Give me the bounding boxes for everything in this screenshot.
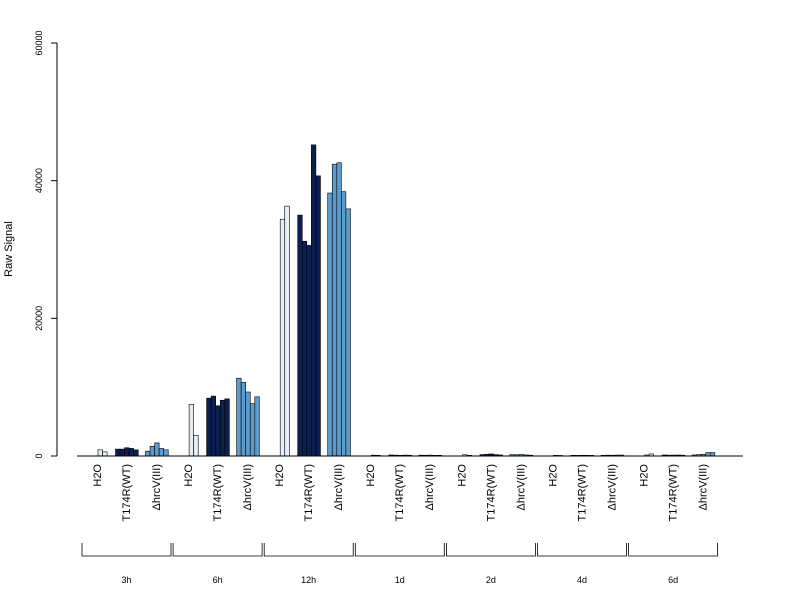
bar [331,163,338,457]
bar [149,446,155,457]
condition-label: T174R(WT) [668,464,680,521]
bar [245,391,251,457]
condition-label: H2O [92,464,104,487]
time-label: 1d [395,575,405,585]
condition-label: ΔhrcV(III) [606,464,618,510]
time-bracket [81,543,172,557]
time-bracket [263,543,354,557]
condition-label: H2O [456,464,468,487]
condition-label: ΔhrcV(III) [151,464,163,510]
bar [128,448,134,457]
bar [97,449,103,457]
time-bracket [537,543,627,557]
condition-label: ΔhrcV(III) [698,464,710,510]
time-bracket [446,543,536,557]
bar [163,449,169,457]
bar [327,192,333,457]
y-axis: 0 20000 40000 60000 [34,30,58,459]
bar [345,208,351,457]
condition-labels: H2O T174R(WT) ΔhrcV(III) H2O T174R(WT) ΔhrcV(… [92,464,710,522]
condition-label: H2O [365,464,377,487]
condition-label: T174R(WT) [121,464,133,521]
y-tick-label: 40000 [34,168,44,193]
bar [145,450,151,457]
bar [311,144,317,457]
bar [297,214,303,457]
bar [154,442,160,457]
y-tick-label: 60000 [34,30,44,55]
bar [249,403,256,457]
bar [158,448,164,457]
bar [301,240,308,457]
bar [210,395,216,457]
condition-label: H2O [274,464,286,487]
condition-label: T174R(WT) [485,464,497,521]
bar [188,404,194,457]
bar [279,218,286,457]
bar [306,245,312,457]
bar [240,382,246,457]
time-label: 12h [301,575,316,585]
bar [709,452,716,457]
condition-label: ΔhrcV(III) [242,464,254,510]
bar [215,405,221,457]
y-tick-label: 20000 [34,306,44,331]
bar [236,377,242,457]
bar [133,449,139,457]
y-axis-label: Raw Signal [3,221,15,277]
time-label: 6d [668,575,678,585]
bar [336,162,342,457]
condition-label: H2O [639,464,651,487]
bar [115,448,121,457]
condition-label: T174R(WT) [303,464,315,521]
bar [124,447,130,457]
bar [254,396,260,457]
bar [206,397,212,457]
time-label: 6h [213,575,223,585]
condition-label: H2O [183,464,195,487]
time-label: 2d [486,575,496,585]
time-brackets: 3h 6h 12h 1d 2d 4d 6d [81,543,718,585]
bar [119,448,125,457]
time-bracket [172,543,263,557]
condition-label: ΔhrcV(III) [333,464,345,510]
time-label: 3h [121,575,131,585]
bar [193,435,199,457]
bar [315,175,321,457]
bar [284,205,290,457]
condition-label: ΔhrcV(III) [515,464,527,510]
bars [97,144,716,457]
y-tick-label: 0 [34,453,44,458]
bar [224,398,230,457]
condition-label: T174R(WT) [576,464,588,521]
time-bracket [354,543,445,557]
bar [219,399,226,457]
bar [705,452,711,457]
condition-label: H2O [547,464,559,487]
condition-label: T174R(WT) [212,464,224,521]
time-label: 4d [577,575,587,585]
time-bracket [628,543,718,557]
condition-label: ΔhrcV(III) [424,464,436,510]
bar [341,191,347,457]
condition-label: T174R(WT) [394,464,406,521]
bar [102,451,108,457]
